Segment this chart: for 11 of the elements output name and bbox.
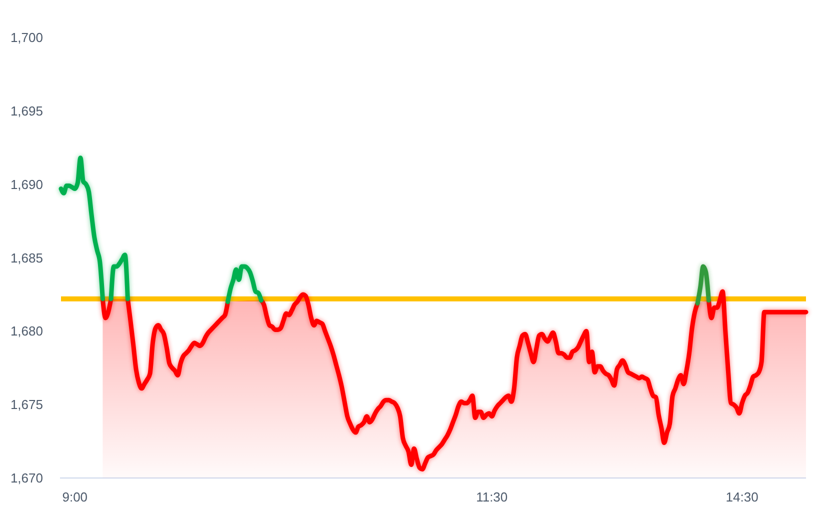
- y-tick-label: 1,685: [10, 250, 43, 266]
- y-tick-label: 1,670: [10, 470, 43, 486]
- y-tick-label: 1,680: [10, 324, 43, 339]
- y-tick-label: 1,695: [10, 103, 43, 118]
- line-series: [695, 264, 711, 306]
- y-tick-label: 1,690: [10, 176, 43, 192]
- x-tick-label: 9:00: [62, 490, 88, 504]
- y-tick-label: 1,700: [10, 30, 43, 45]
- y-tick-label: 1,675: [10, 397, 43, 412]
- x-tick-label: 11:30: [476, 490, 508, 504]
- x-tick-label: 14:30: [726, 490, 758, 504]
